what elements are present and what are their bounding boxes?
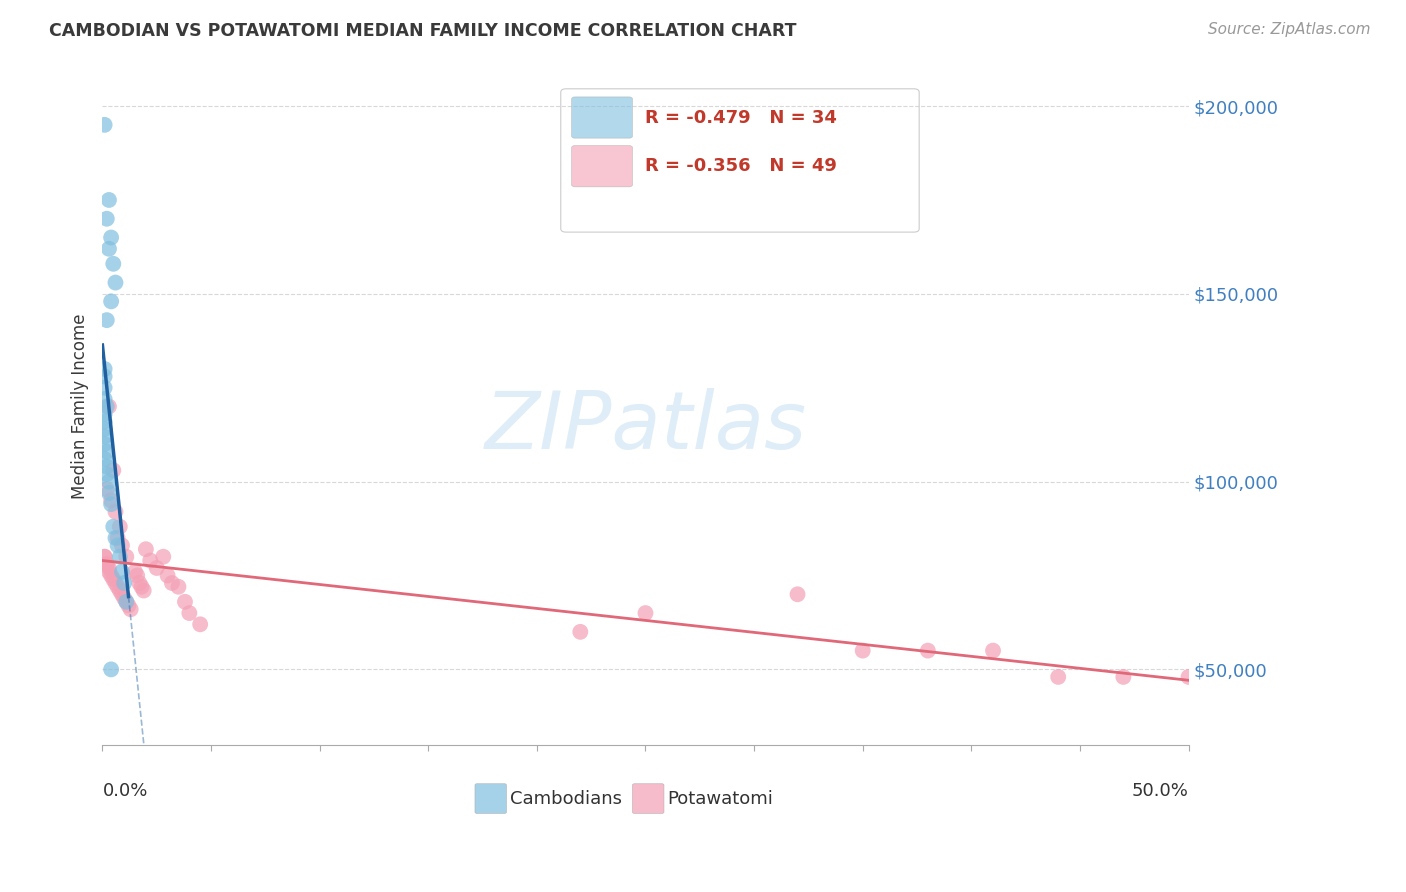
Text: R = -0.479   N = 34: R = -0.479 N = 34 — [645, 109, 838, 127]
Point — [124, 565, 146, 579]
Point — [1047, 670, 1070, 684]
Point — [100, 662, 122, 676]
Point — [96, 211, 118, 226]
Point — [96, 444, 118, 458]
Point — [160, 576, 183, 591]
Point — [96, 467, 118, 482]
Point — [786, 587, 808, 601]
Point — [131, 580, 153, 594]
Point — [569, 624, 592, 639]
Point — [93, 429, 115, 443]
Point — [93, 407, 115, 421]
Point — [107, 531, 129, 545]
Point — [108, 519, 131, 533]
Y-axis label: Median Family Income: Median Family Income — [72, 314, 89, 500]
Point — [167, 580, 190, 594]
Point — [97, 565, 120, 579]
Point — [100, 493, 122, 508]
Point — [103, 463, 125, 477]
Point — [93, 437, 115, 451]
Point — [1177, 670, 1199, 684]
Point — [93, 549, 115, 564]
Point — [97, 475, 120, 489]
Point — [100, 568, 122, 582]
Point — [104, 576, 127, 591]
Point — [1112, 670, 1135, 684]
Point — [96, 459, 118, 474]
Point — [93, 415, 115, 429]
FancyBboxPatch shape — [475, 784, 506, 814]
Point — [100, 230, 122, 244]
Point — [93, 369, 115, 384]
Point — [115, 595, 138, 609]
Point — [179, 606, 201, 620]
Text: R = -0.356   N = 49: R = -0.356 N = 49 — [645, 157, 838, 175]
Point — [156, 568, 179, 582]
Point — [112, 591, 135, 605]
Text: Source: ZipAtlas.com: Source: ZipAtlas.com — [1208, 22, 1371, 37]
Point — [127, 568, 149, 582]
Point — [103, 572, 125, 586]
Point — [145, 561, 167, 575]
Text: Potawatomi: Potawatomi — [668, 789, 773, 807]
Point — [97, 400, 120, 414]
Point — [111, 565, 134, 579]
Point — [132, 583, 155, 598]
Point — [93, 452, 115, 467]
Point — [128, 576, 150, 591]
Point — [117, 599, 139, 613]
Point — [93, 118, 115, 132]
Point — [111, 587, 134, 601]
Point — [103, 257, 125, 271]
Point — [115, 549, 138, 564]
Point — [917, 643, 939, 657]
Point — [634, 606, 657, 620]
Point — [139, 553, 162, 567]
Point — [93, 422, 115, 436]
Point — [96, 400, 118, 414]
Point — [93, 392, 115, 406]
Point — [100, 497, 122, 511]
Point — [93, 362, 115, 376]
FancyBboxPatch shape — [633, 784, 664, 814]
Point — [115, 595, 138, 609]
Point — [100, 294, 122, 309]
Text: 50.0%: 50.0% — [1132, 781, 1188, 800]
Point — [111, 539, 134, 553]
Point — [104, 531, 127, 545]
Point — [96, 482, 118, 496]
Point — [135, 542, 157, 557]
Text: Cambodians: Cambodians — [510, 789, 621, 807]
Point — [93, 381, 115, 395]
Point — [104, 505, 127, 519]
Point — [152, 549, 174, 564]
Point — [107, 580, 129, 594]
FancyBboxPatch shape — [572, 97, 633, 138]
Point — [188, 617, 211, 632]
Point — [174, 595, 197, 609]
Point — [108, 583, 131, 598]
Point — [852, 643, 875, 657]
Point — [108, 549, 131, 564]
Point — [93, 549, 115, 564]
Point — [97, 561, 120, 575]
Point — [96, 558, 118, 572]
Point — [97, 242, 120, 256]
Text: ZIPatlas: ZIPatlas — [485, 388, 807, 466]
Text: 0.0%: 0.0% — [103, 781, 148, 800]
Point — [103, 519, 125, 533]
Point — [96, 558, 118, 572]
Point — [112, 576, 135, 591]
Point — [104, 276, 127, 290]
Point — [97, 193, 120, 207]
Point — [96, 313, 118, 327]
Point — [981, 643, 1004, 657]
Point — [107, 539, 129, 553]
Point — [120, 602, 142, 616]
Point — [97, 486, 120, 500]
FancyBboxPatch shape — [572, 145, 633, 186]
Text: CAMBODIAN VS POTAWATOMI MEDIAN FAMILY INCOME CORRELATION CHART: CAMBODIAN VS POTAWATOMI MEDIAN FAMILY IN… — [49, 22, 797, 40]
